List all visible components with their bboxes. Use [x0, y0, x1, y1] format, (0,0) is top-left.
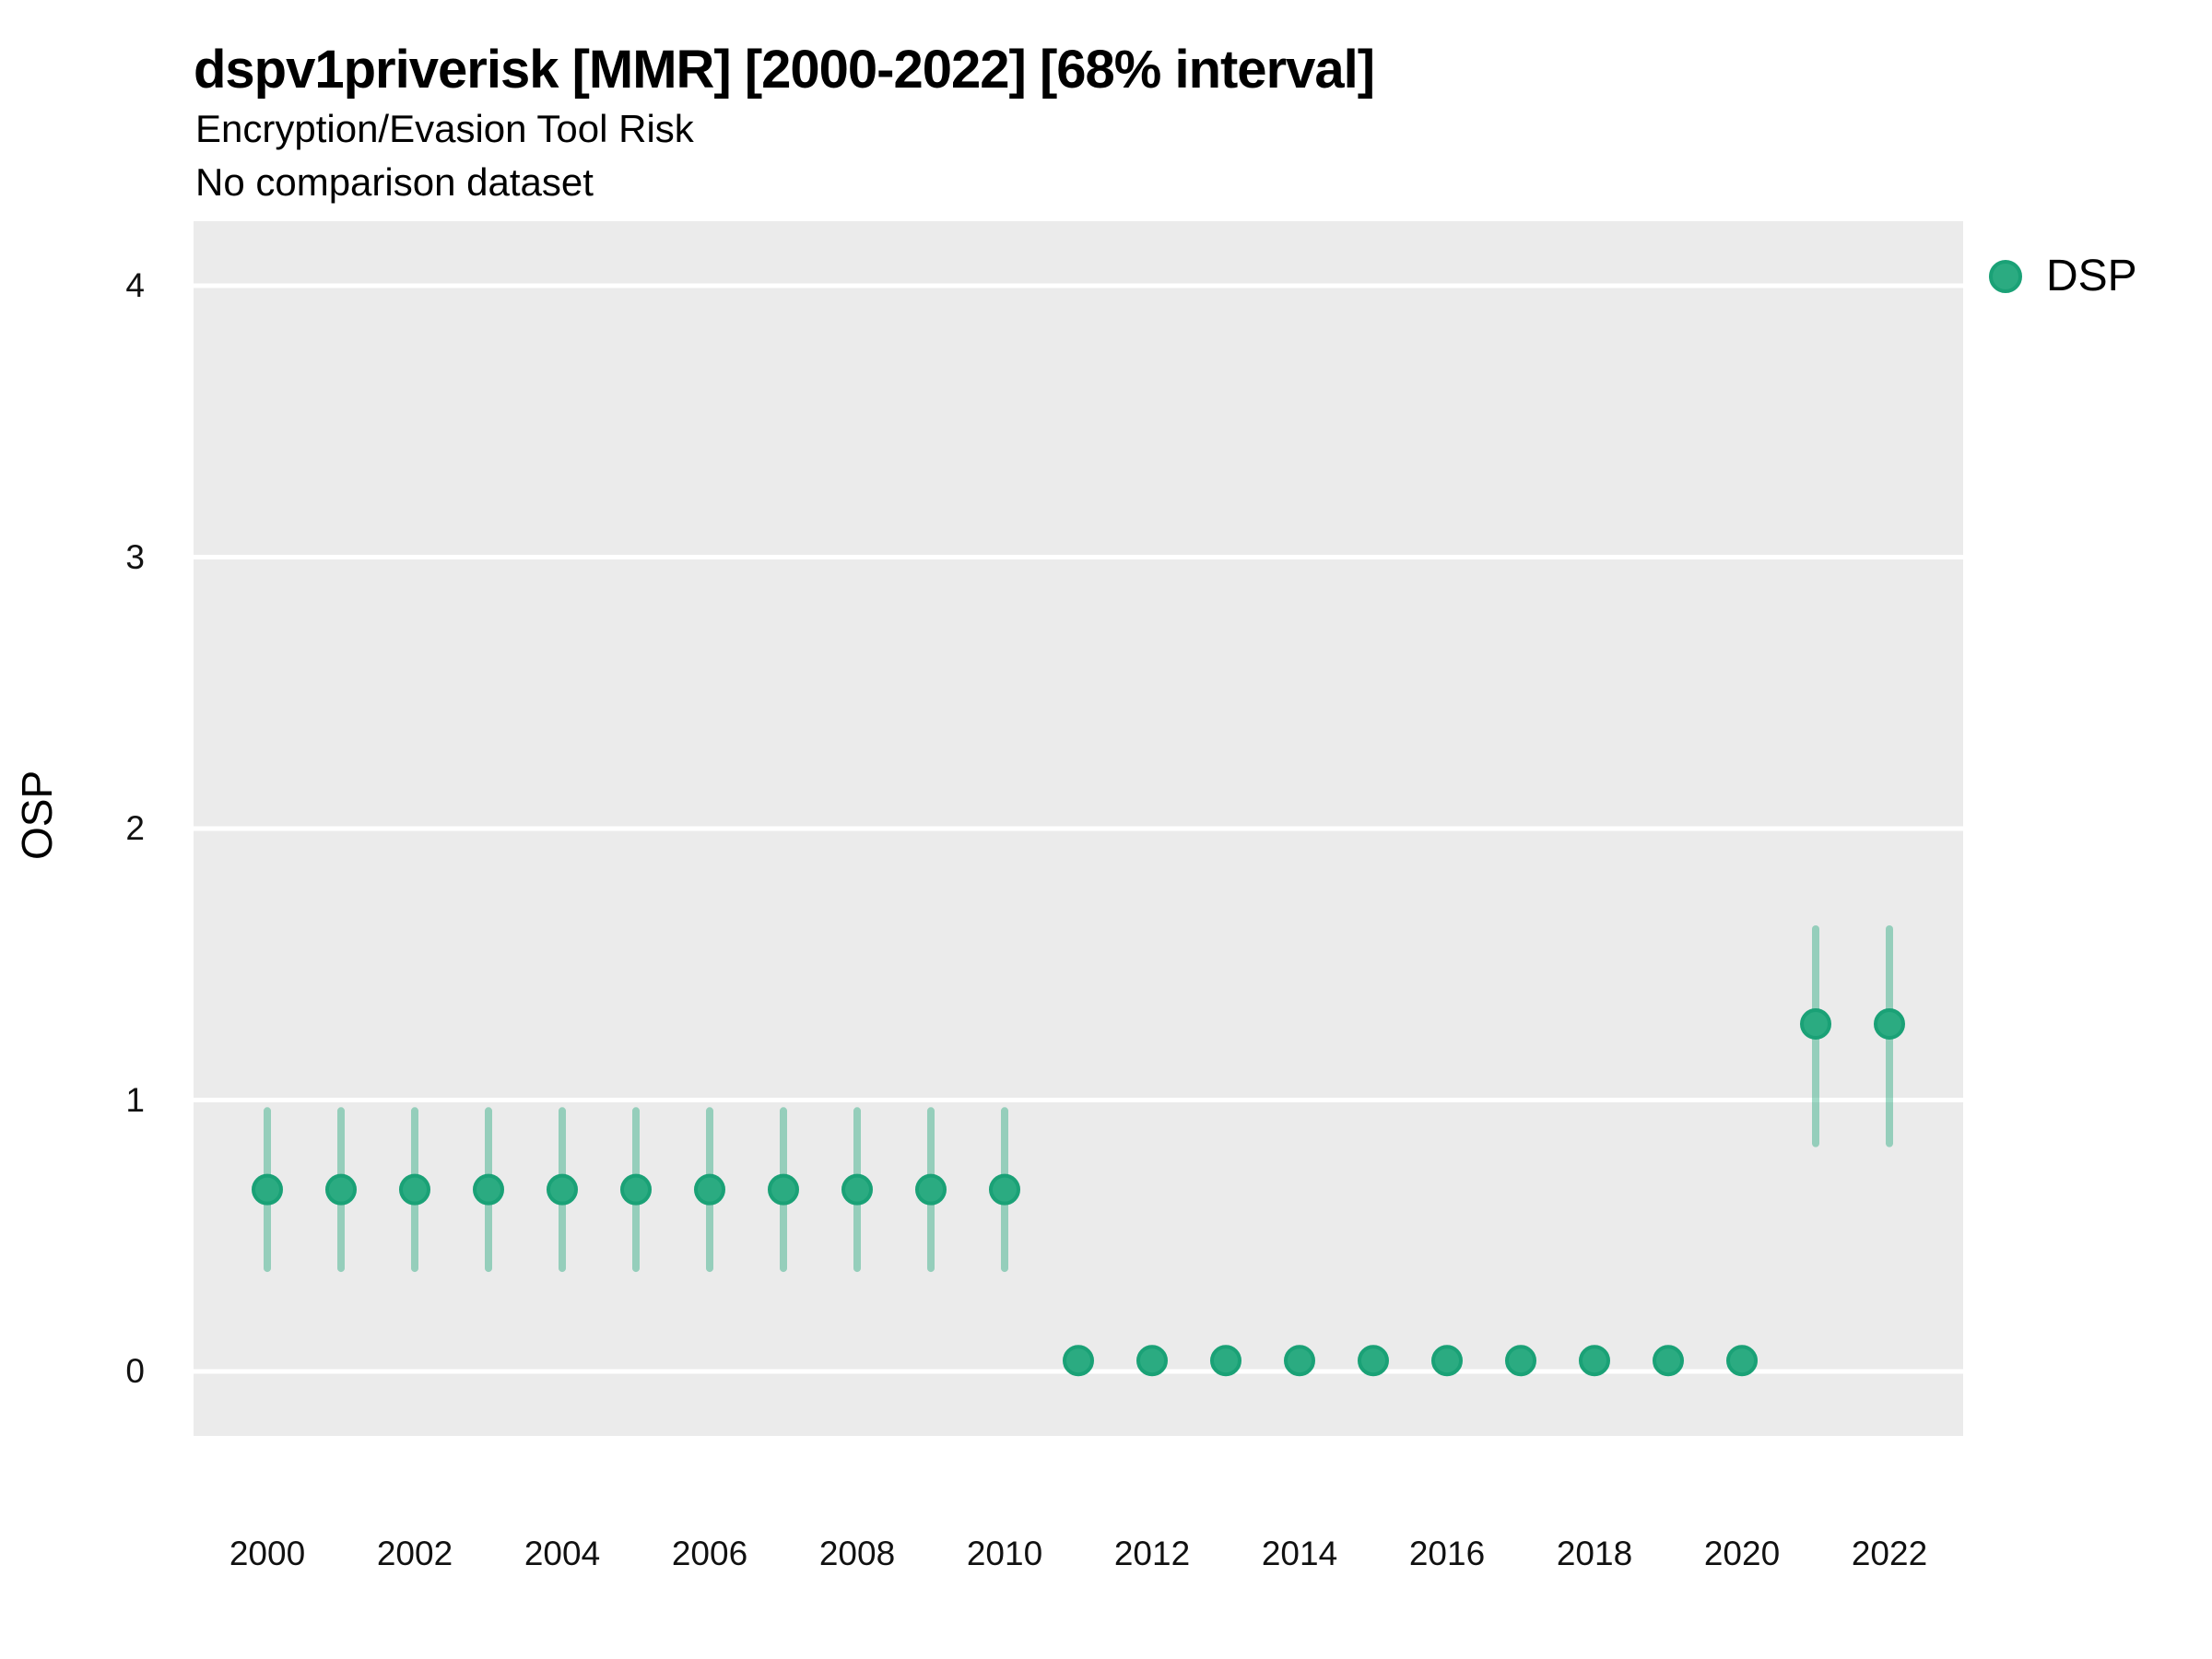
y-tick-label: 3 [125, 537, 145, 576]
legend: DSP [1989, 251, 2137, 301]
pointrange-chart [194, 283, 1963, 1377]
y-tick-label: 1 [125, 1080, 145, 1119]
data-point [325, 1173, 357, 1206]
data-point [1505, 1345, 1536, 1377]
data-point [1653, 1345, 1684, 1377]
x-tick-label: 2016 [1408, 1535, 1486, 1572]
data-point [1284, 1345, 1315, 1377]
plot-panel [194, 221, 1963, 1436]
data-point [1358, 1345, 1389, 1377]
chart-subtitle: Encryption/Evasion Tool Risk [195, 107, 694, 150]
data-point [915, 1173, 947, 1206]
x-tick-label: 2014 [1261, 1535, 1338, 1572]
data-point [620, 1173, 652, 1206]
data-point [1210, 1345, 1241, 1377]
data-point [1874, 1008, 1905, 1041]
legend-marker-icon [1989, 259, 2022, 293]
x-tick-label: 2020 [1703, 1535, 1781, 1572]
x-tick-label: 2010 [966, 1535, 1043, 1572]
x-tick-label: 2000 [229, 1535, 306, 1572]
data-point [1579, 1345, 1610, 1377]
x-tick-label: 2008 [818, 1535, 896, 1572]
data-point [694, 1173, 725, 1206]
chart-title: dspv1priverisk [MMR] [2000-2022] [68% in… [194, 40, 1375, 100]
x-tick-label: 2002 [376, 1535, 453, 1572]
chart-note: No comparison dataset [195, 160, 594, 204]
legend-label: DSP [2046, 252, 2137, 300]
y-tick-label: 0 [125, 1352, 145, 1390]
data-point [841, 1173, 873, 1206]
data-point [768, 1173, 799, 1206]
x-tick-label: 2018 [1556, 1535, 1633, 1572]
data-point [399, 1173, 430, 1206]
x-tick-label: 2012 [1113, 1535, 1191, 1572]
data-point [1800, 1008, 1831, 1041]
data-point [1431, 1345, 1463, 1377]
data-point [252, 1173, 283, 1206]
data-point [989, 1173, 1020, 1206]
data-point [1063, 1345, 1094, 1377]
data-point [1136, 1345, 1168, 1377]
data-point [1726, 1345, 1758, 1377]
data-point [547, 1173, 578, 1206]
y-tick-label: 2 [125, 809, 145, 847]
x-tick-label: 2004 [524, 1535, 601, 1572]
x-tick-label: 2022 [1851, 1535, 1928, 1572]
x-tick-label: 2006 [671, 1535, 748, 1572]
data-point [473, 1173, 504, 1206]
y-tick-label: 4 [125, 266, 145, 304]
